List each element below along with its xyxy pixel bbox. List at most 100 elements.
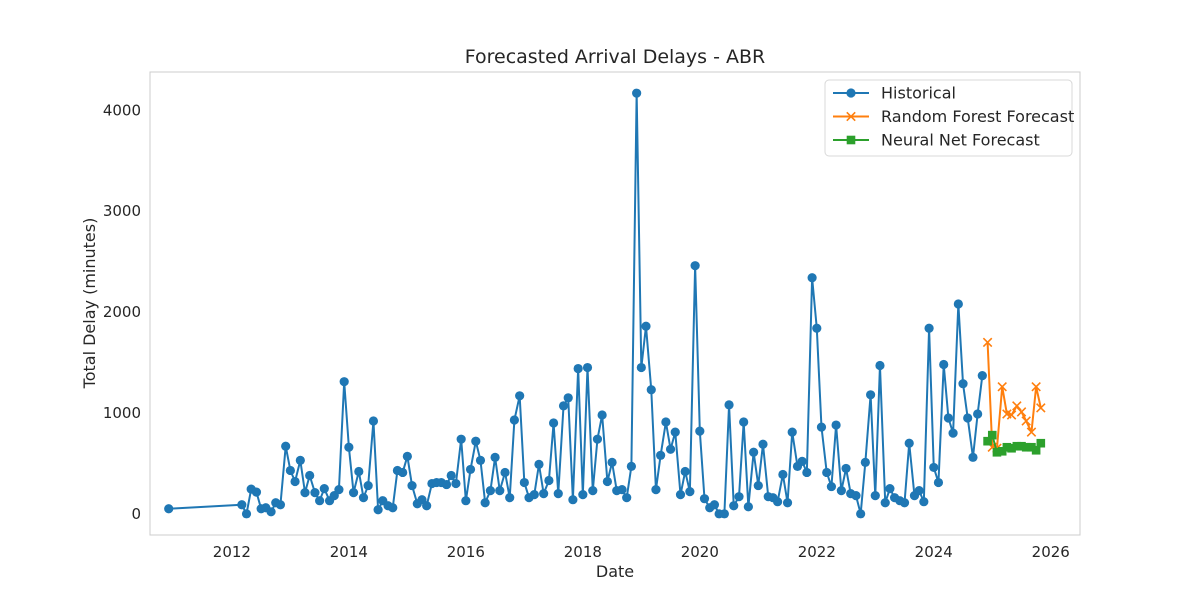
data-point (690, 261, 700, 271)
legend-box (824, 79, 1073, 157)
data-point (563, 393, 573, 403)
data-point (505, 493, 515, 503)
legend-label: Random Forest Forecast (881, 107, 1074, 126)
data-point (899, 498, 910, 508)
data-point (315, 496, 325, 506)
data-point (164, 504, 174, 514)
data-point (281, 441, 291, 451)
y-axis-label: Total Delay (minutes) (80, 218, 99, 390)
data-point (305, 470, 315, 481)
data-point (558, 401, 569, 411)
data-point (695, 426, 705, 436)
x-axis-ticks: 2012 2014 2016 2018 2020 2022 2024 2026 (213, 543, 1070, 561)
data-point (1012, 401, 1022, 411)
series-0 (164, 88, 987, 519)
data-point (831, 420, 841, 430)
data-point (285, 465, 295, 476)
data-point (929, 462, 939, 473)
data-point (446, 470, 456, 481)
data-point (816, 422, 827, 432)
data-point (573, 363, 583, 374)
data-point (753, 480, 763, 491)
data-point (685, 487, 695, 497)
data-point (626, 461, 636, 472)
data-point (451, 478, 461, 489)
legend-item: Historical (833, 84, 956, 103)
data-point (368, 416, 379, 426)
data-point (1021, 416, 1031, 426)
data-point (1036, 403, 1046, 413)
data-point (363, 480, 373, 491)
data-point (870, 491, 880, 501)
data-point (841, 463, 851, 474)
data-point (636, 362, 646, 373)
y-tick-label: 2000 (103, 303, 141, 321)
data-point (822, 467, 832, 478)
data-point (539, 489, 549, 499)
data-point (1021, 442, 1031, 452)
data-point (826, 481, 837, 492)
legend-marker (846, 111, 856, 122)
data-point (953, 299, 963, 309)
data-point (797, 456, 807, 466)
x-tick-label: 2012 (213, 543, 251, 561)
data-point (812, 323, 822, 333)
data-point (982, 337, 993, 348)
data-point (500, 467, 510, 478)
data-point (734, 492, 744, 502)
data-point (544, 475, 554, 486)
data-point (588, 486, 598, 496)
data-point (237, 500, 247, 510)
data-point (310, 488, 320, 498)
x-tick-label: 2018 (564, 543, 602, 561)
legend-item: Neural Net Forecast (833, 131, 1040, 150)
y-tick-label: 3000 (103, 202, 141, 220)
data-point (758, 439, 768, 449)
data-point (480, 498, 490, 508)
y-tick-label: 4000 (103, 101, 141, 119)
plot-area-frame (149, 71, 1081, 536)
data-point (778, 469, 788, 480)
data-point (334, 485, 344, 495)
data-point (987, 430, 997, 440)
data-point (656, 450, 666, 460)
data-point (617, 485, 627, 495)
data-point (958, 379, 968, 389)
x-axis-label: Date (596, 562, 634, 581)
data-point (607, 457, 617, 467)
data-point (358, 493, 369, 503)
data-point (675, 490, 686, 500)
legend-marker (846, 135, 856, 145)
data-point (641, 321, 651, 331)
data-point (519, 477, 529, 488)
data-point (1031, 381, 1041, 392)
x-tick-label: 2016 (447, 543, 485, 561)
data-point (749, 447, 759, 457)
data-point (339, 377, 349, 387)
data-point (880, 498, 890, 508)
data-point (1031, 445, 1041, 455)
data-point (1017, 441, 1026, 451)
legend-marker (846, 88, 856, 98)
data-point (802, 467, 812, 478)
data-point (661, 417, 671, 427)
data-point (471, 436, 481, 446)
data-point (407, 480, 417, 491)
data-point (592, 434, 603, 444)
data-point (787, 427, 797, 437)
data-point (724, 400, 734, 410)
data-point (729, 501, 739, 511)
data-point (836, 486, 846, 496)
data-point (739, 417, 749, 427)
data-point (568, 495, 578, 505)
data-point (948, 428, 958, 438)
data-point (885, 483, 895, 494)
data-point (251, 487, 262, 497)
data-point (373, 505, 383, 515)
data-point (319, 483, 329, 494)
data-point (719, 509, 729, 519)
x-tick-label: 2026 (1032, 543, 1070, 561)
data-point (578, 490, 588, 500)
x-tick-label: 2022 (798, 543, 836, 561)
